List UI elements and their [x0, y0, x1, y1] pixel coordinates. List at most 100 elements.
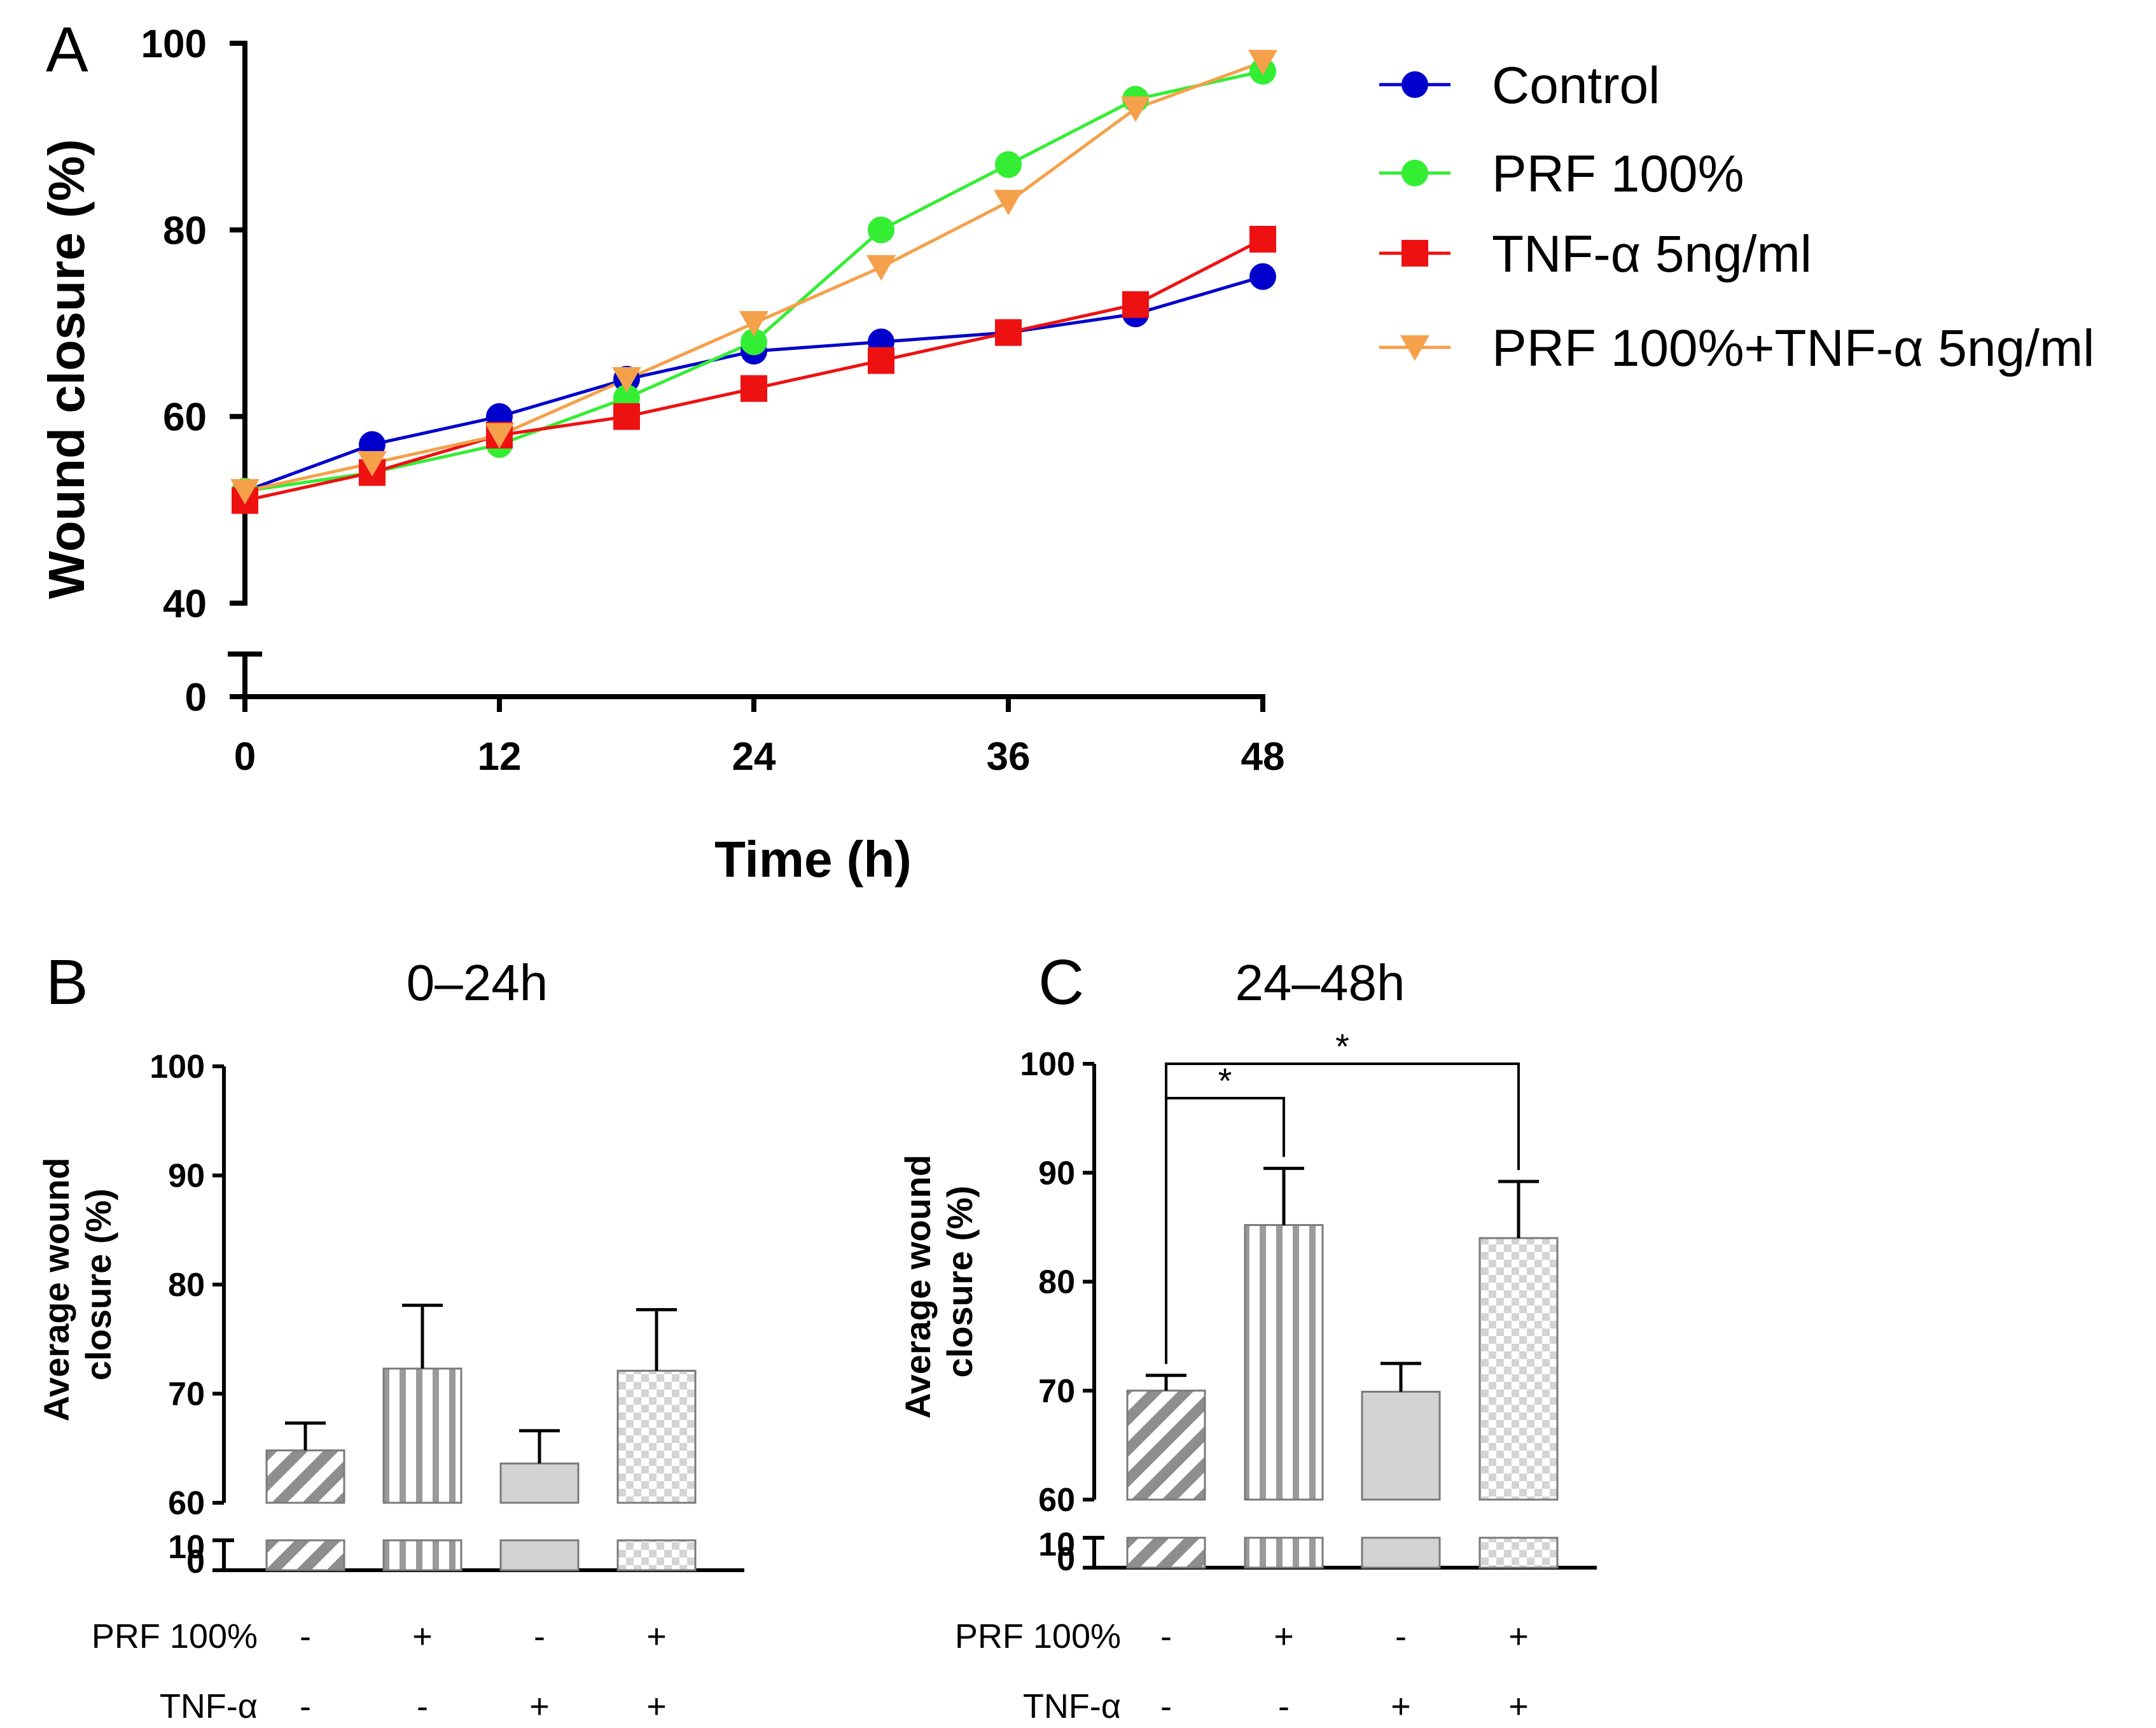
- b-bar-base: [616, 1539, 697, 1571]
- a-legend: Control PRF 100% TNF-α 5ng/ml PRF 100%+T…: [1379, 57, 2094, 377]
- a-data-point: [1122, 291, 1149, 318]
- b-bars: [265, 1304, 697, 1571]
- c-condition-sign: -: [1160, 1617, 1172, 1655]
- legend-item-prf: PRF 100%: [1379, 145, 1744, 203]
- b-y-tick-label: 10: [168, 1529, 205, 1566]
- b-y-axis-title-line2: closure (%): [78, 1188, 118, 1381]
- legend-item-tnf: TNF-α 5ng/ml: [1379, 225, 1812, 283]
- legend-marker-prf-tnf: [1400, 335, 1429, 361]
- a-series: [230, 50, 1277, 514]
- a-data-point: [995, 319, 1022, 346]
- a-data-point: [866, 255, 896, 281]
- b-bar: [265, 1449, 345, 1504]
- c-y-tick-label: 60: [1038, 1482, 1075, 1519]
- b-subtitle: 0–24h: [407, 954, 548, 1011]
- legend-marker-tnf: [1401, 240, 1428, 267]
- c-condition-label: TNF-α: [1023, 1687, 1121, 1725]
- c-bar-base: [1244, 1536, 1324, 1569]
- c-bar: [1361, 1390, 1441, 1501]
- c-bar-base: [1126, 1536, 1206, 1569]
- b-condition-sign: +: [646, 1687, 667, 1725]
- c-y-tick-label: 0: [1057, 1541, 1075, 1578]
- a-data-point: [741, 328, 767, 356]
- a-y-tick-label: 0: [185, 676, 207, 720]
- c-significance-bracket: [1165, 1063, 1520, 1364]
- legend-label-prf-tnf: PRF 100%+TNF-α 5ng/ml: [1492, 319, 2094, 377]
- c-significance-star: *: [1335, 1026, 1349, 1066]
- a-data-point: [1121, 96, 1150, 122]
- a-data-point: [741, 375, 767, 402]
- c-y-tick-label: 10: [1038, 1526, 1075, 1563]
- b-y-tick-label: 90: [168, 1158, 205, 1195]
- b-bar: [499, 1462, 580, 1504]
- a-ticks: 0 12 24 36 48 0 40 60 80 100: [141, 22, 1285, 779]
- a-x-tick-label: 36: [987, 735, 1031, 779]
- a-x-axis-title: Time (h): [714, 831, 912, 888]
- panel-c: C 24–48h Average wound closure (%) 010 60…: [898, 947, 1597, 1725]
- panel-letter-b: B: [46, 947, 88, 1018]
- a-series-line: [244, 69, 1263, 493]
- panel-b: B 0–24h Average wound closure (%) 010 60 7…: [36, 947, 744, 1725]
- c-condition-sign: +: [1391, 1687, 1411, 1725]
- b-y-tick-label: 80: [168, 1267, 205, 1304]
- legend-label-control: Control: [1492, 57, 1660, 115]
- a-axes: [228, 41, 1265, 699]
- a-data-point: [868, 216, 894, 244]
- c-bar: [1126, 1390, 1206, 1501]
- b-bar-base: [265, 1539, 345, 1571]
- a-data-point: [868, 347, 894, 374]
- a-data-point: [994, 190, 1023, 216]
- a-data-point: [739, 311, 769, 337]
- c-condition-sign: -: [1395, 1617, 1407, 1655]
- a-data-point: [612, 367, 641, 393]
- c-y-tick-label: 80: [1038, 1264, 1075, 1301]
- c-y-axis-title-line1: Average wound: [898, 1155, 938, 1419]
- a-y-tick-label: 40: [163, 582, 207, 626]
- c-y-axis-title: Average wound closure (%): [898, 1145, 980, 1418]
- b-y-axis-title: Average wound closure (%): [36, 1148, 118, 1421]
- panel-letter-c: C: [1038, 947, 1084, 1018]
- b-condition-sign: -: [417, 1687, 428, 1725]
- a-y-tick-label: 100: [141, 22, 207, 66]
- a-y-axis-title: Wound closure (%): [38, 139, 95, 599]
- b-axes: 010 60 70 80 90 100: [150, 1049, 744, 1580]
- b-condition-label: PRF 100%: [92, 1617, 258, 1655]
- panel-a: A Wound closure (%) Time (h) 0 12 24 36 48 0 4…: [38, 14, 2094, 888]
- legend-label-tnf: TNF-α 5ng/ml: [1492, 225, 1812, 283]
- c-bar: [1478, 1237, 1559, 1501]
- b-condition-sign: -: [300, 1687, 311, 1725]
- a-y-tick-label: 80: [163, 209, 207, 253]
- a-data-point: [613, 403, 640, 430]
- legend-marker-control: [1401, 71, 1428, 98]
- a-y-tick-label: 60: [163, 396, 207, 440]
- b-condition-sign: +: [646, 1617, 667, 1655]
- c-y-tick-label: 70: [1038, 1373, 1075, 1410]
- c-y-tick-label: 100: [1020, 1046, 1075, 1083]
- b-condition-sign: +: [412, 1617, 433, 1655]
- a-x-tick-label: 24: [732, 735, 776, 779]
- c-condition-sign: -: [1160, 1687, 1172, 1725]
- legend-item-prf-tnf: PRF 100%+TNF-α 5ng/ml: [1379, 319, 2094, 377]
- panel-letter-a: A: [46, 14, 88, 85]
- c-bars: [1126, 1166, 1559, 1569]
- b-bar: [616, 1369, 697, 1504]
- a-x-tick-label: 12: [478, 735, 522, 779]
- b-y-tick-label: 70: [168, 1376, 205, 1413]
- c-conditions: PRF 100% - + - + TNF-α - - + +: [955, 1617, 1529, 1725]
- a-data-point: [230, 479, 260, 505]
- b-conditions: PRF 100% - + - + TNF-α - - + +: [92, 1617, 667, 1725]
- a-data-point: [358, 451, 387, 477]
- b-condition-sign: +: [529, 1687, 550, 1725]
- c-bar-base: [1361, 1536, 1441, 1569]
- a-data-point: [1248, 50, 1277, 76]
- b-y-axis-title-line1: Average wound: [36, 1157, 76, 1421]
- c-subtitle: 24–48h: [1235, 954, 1405, 1011]
- a-x-tick-label: 0: [234, 735, 256, 779]
- c-bar-base: [1478, 1536, 1559, 1569]
- b-condition-sign: -: [300, 1617, 311, 1655]
- b-y-tick-label: 60: [168, 1485, 205, 1522]
- b-bar-base: [499, 1539, 580, 1571]
- a-data-point: [485, 423, 514, 449]
- c-condition-sign: +: [1508, 1617, 1529, 1655]
- legend-label-prf: PRF 100%: [1492, 145, 1744, 203]
